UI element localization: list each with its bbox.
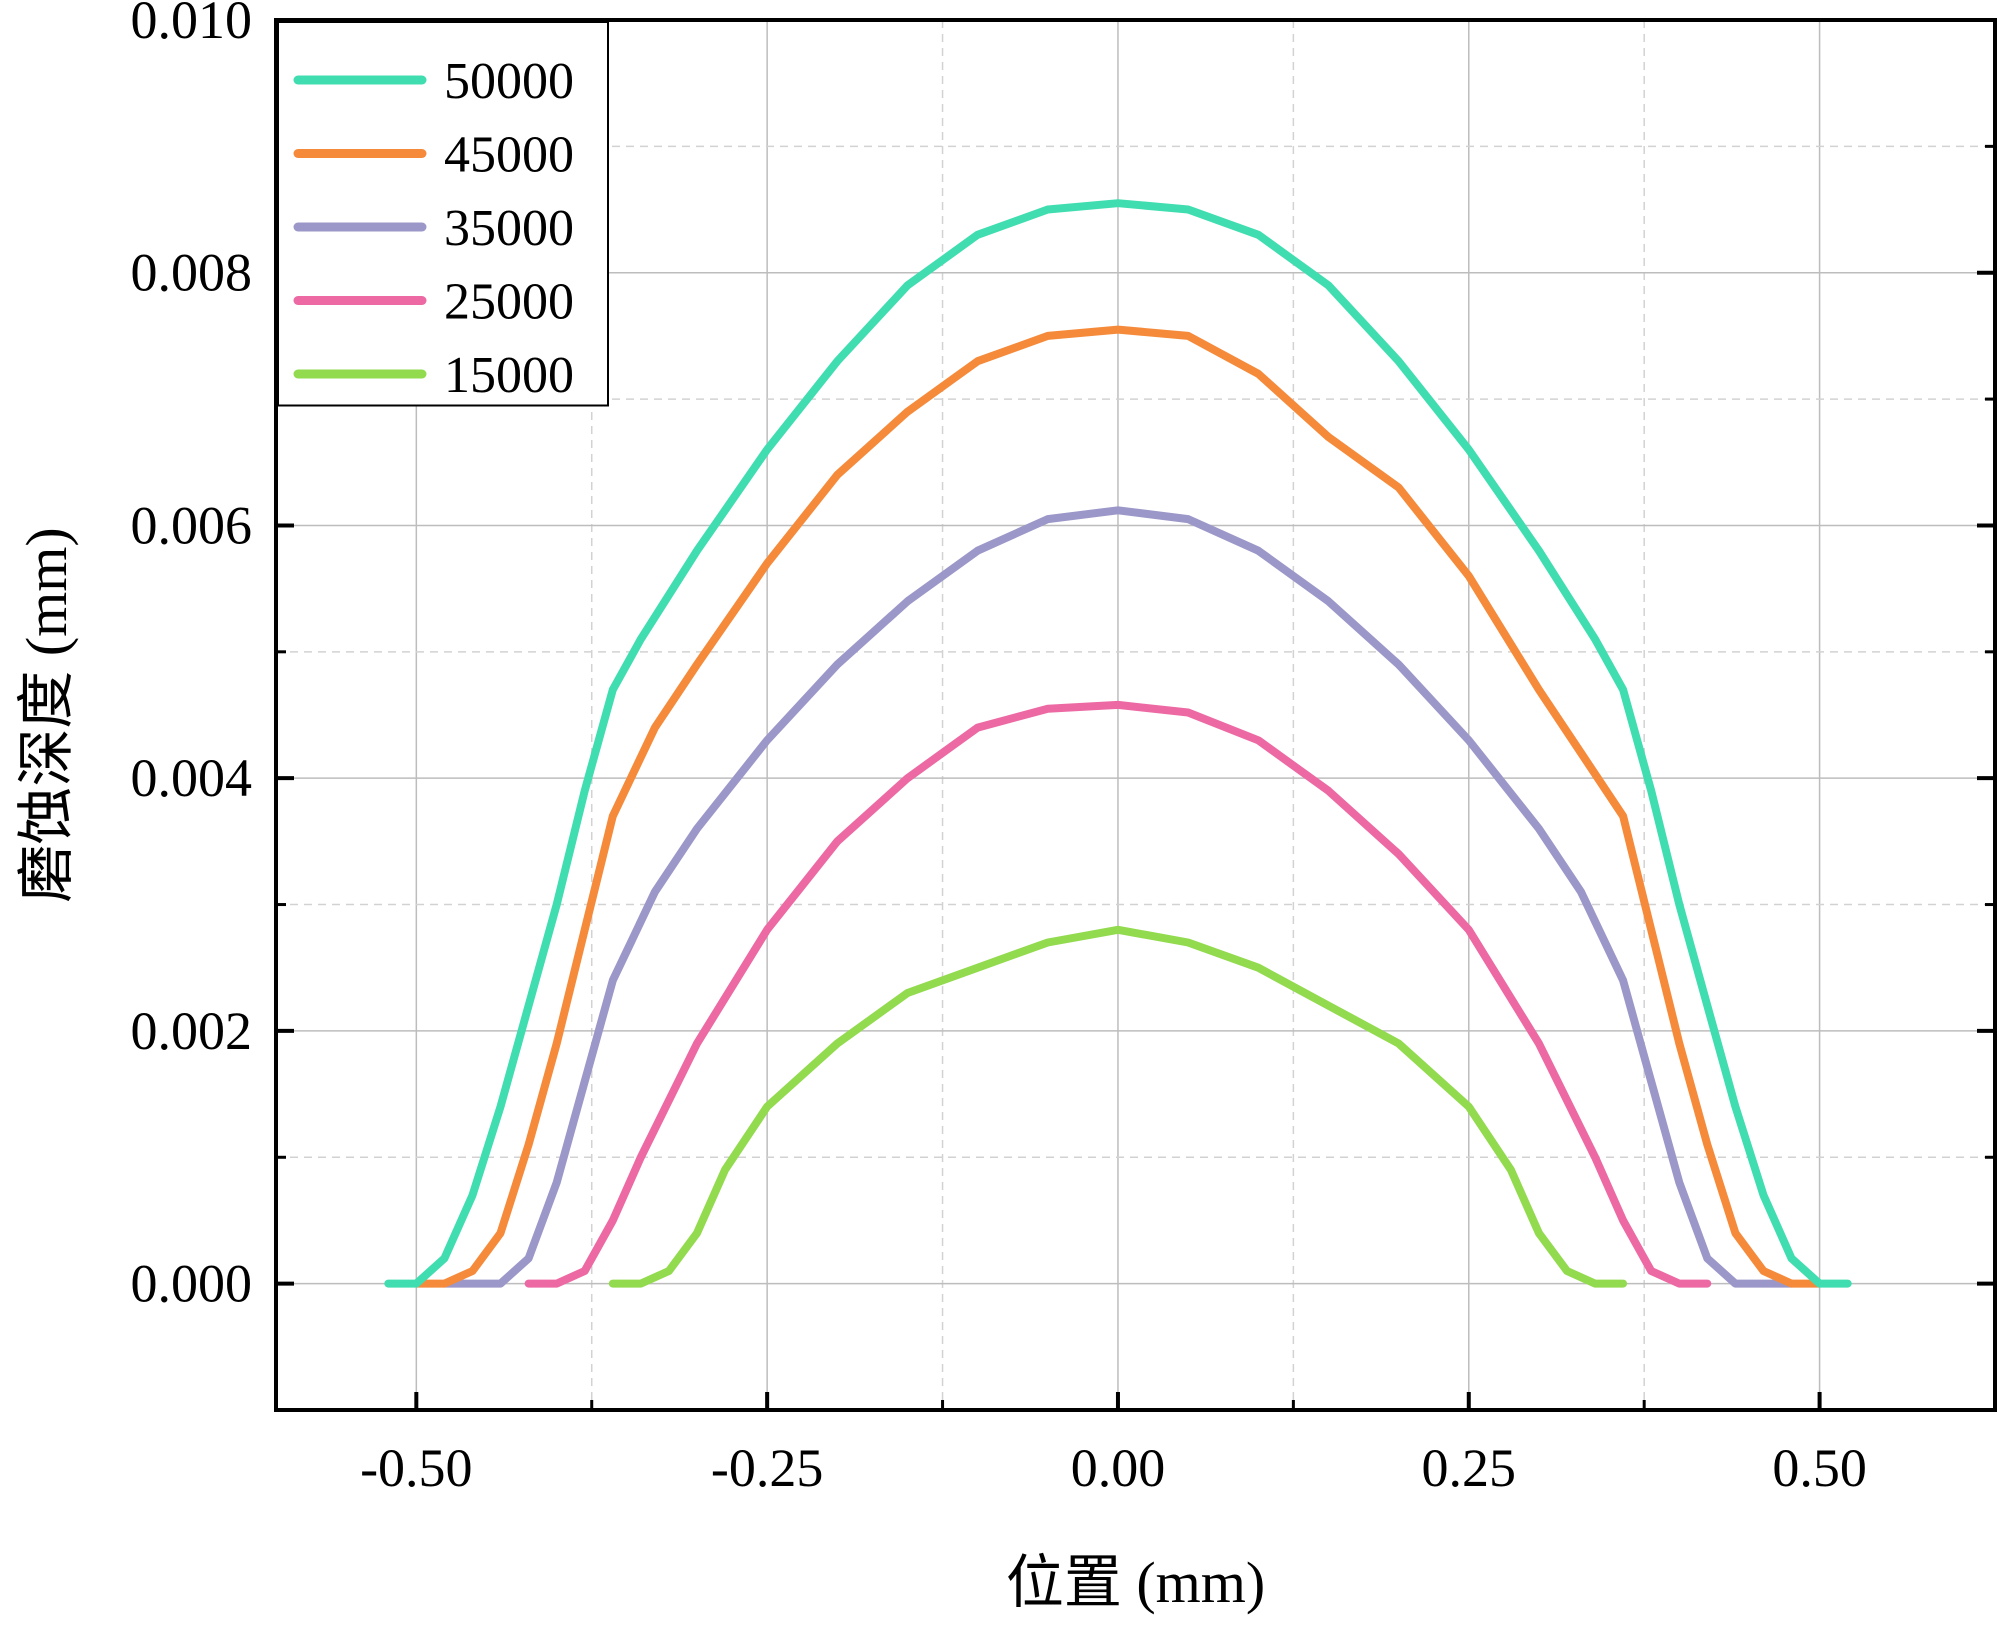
legend: 50000 45000 35000 25000 15000 [277, 21, 609, 407]
x-tick-label: -0.50 [360, 1438, 472, 1498]
legend-label-15000: 15000 [444, 347, 574, 404]
series-line-25000 [524, 700, 1712, 1288]
legend-label-45000: 45000 [444, 127, 574, 184]
x-axis-title: 位置 (mm) [1006, 1550, 1265, 1615]
tick-labels: -0.50 -0.25 0.00 0.25 0.50 0.000 0.002 0.004 0.0… [131, 0, 1867, 1498]
legend-label-50000: 50000 [444, 53, 574, 110]
series-line-50000 [384, 199, 1852, 1288]
legend-box [277, 21, 609, 407]
y-axis-title: 磨蚀深度 (mm) [14, 527, 79, 902]
y-tick-label: 0.004 [131, 748, 253, 808]
x-tick-label: 0.50 [1772, 1438, 1867, 1498]
series-line-45000 [412, 325, 1824, 1288]
x-tick-label: 0.00 [1071, 1438, 1166, 1498]
y-tick-label: 0.010 [131, 0, 253, 50]
x-tick-label: 0.25 [1422, 1438, 1517, 1498]
legend-label-25000: 25000 [444, 274, 574, 331]
y-tick-label: 0.008 [131, 243, 253, 303]
y-tick-label: 0.002 [131, 1001, 253, 1061]
y-tick-label: 0.000 [131, 1254, 253, 1314]
legend-label-35000: 35000 [444, 200, 574, 257]
plot-frame [274, 18, 1997, 1412]
series-line-15000 [608, 925, 1628, 1288]
x-tick-label: -0.25 [711, 1438, 823, 1498]
series-lines [384, 199, 1852, 1288]
y-tick-label: 0.006 [131, 495, 253, 555]
series-line-35000 [440, 506, 1796, 1288]
